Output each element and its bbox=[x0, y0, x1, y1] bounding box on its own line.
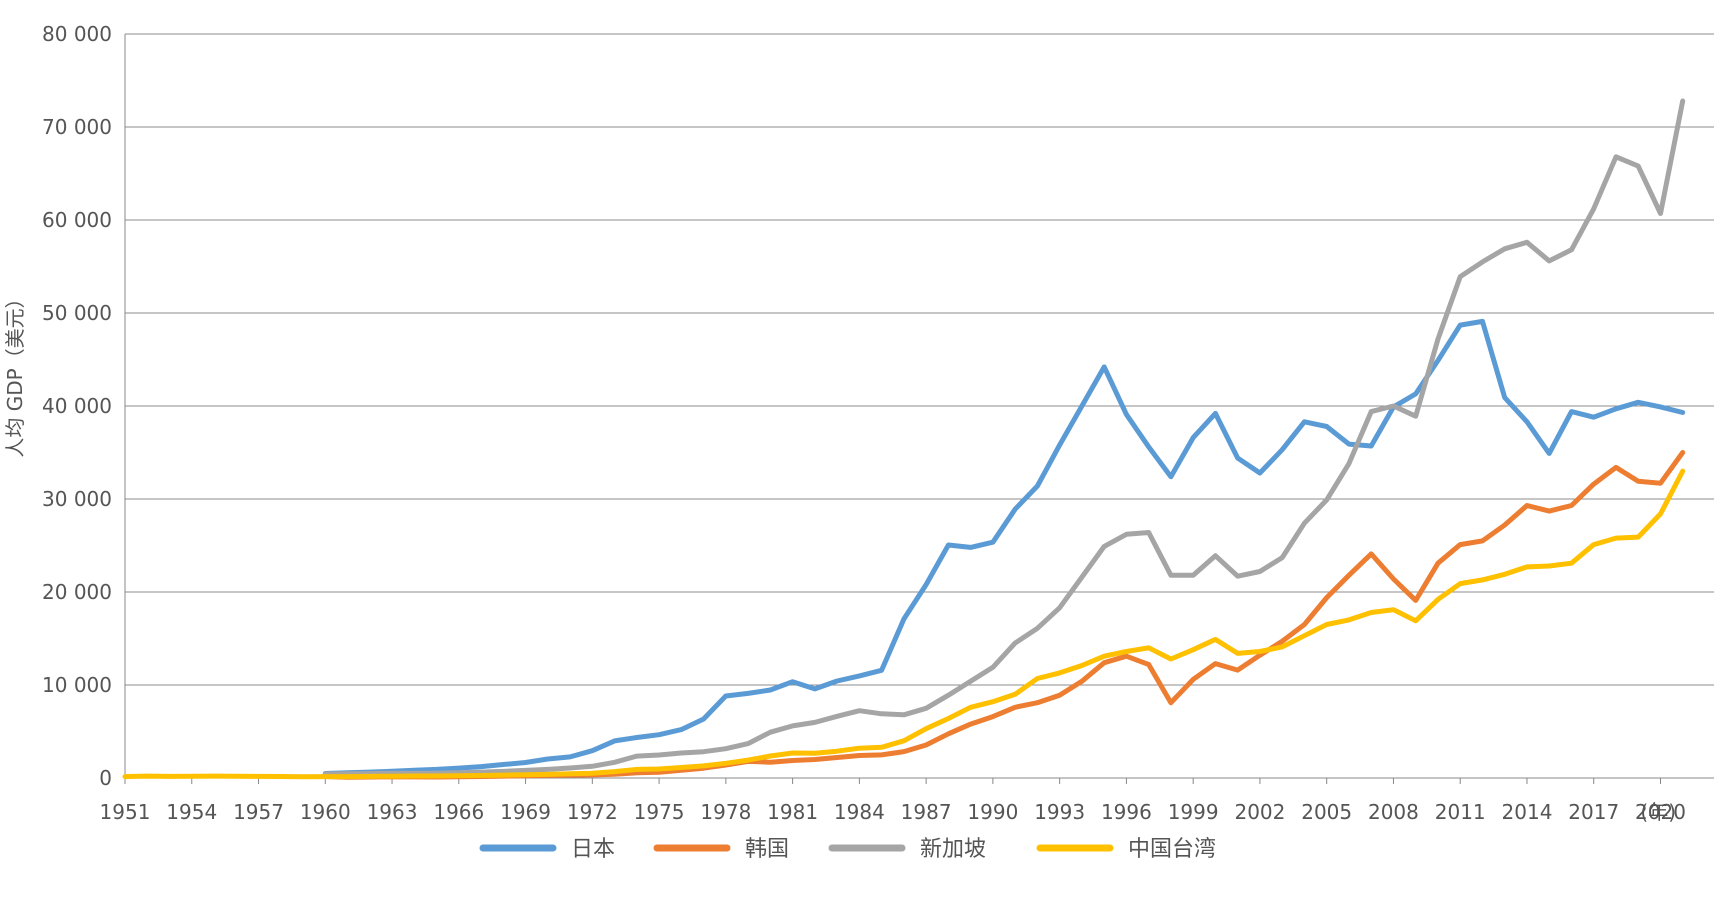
y-tick-label: 40 000 bbox=[42, 394, 112, 418]
legend-label: 中国台湾 bbox=[1128, 837, 1216, 862]
x-tick-label: 1987 bbox=[901, 800, 952, 824]
x-tick-label: 1984 bbox=[834, 800, 885, 824]
y-tick-label: 0 bbox=[99, 766, 112, 790]
data-series bbox=[122, 98, 1686, 780]
x-tick-label: 1957 bbox=[233, 800, 284, 824]
x-axis-unit-label: (年) bbox=[1640, 800, 1676, 824]
x-tick-label: 1951 bbox=[100, 800, 151, 824]
x-tick-label: 2005 bbox=[1301, 800, 1352, 824]
y-tick-label: 70 000 bbox=[42, 115, 112, 139]
x-tick-label: 1981 bbox=[767, 800, 818, 824]
legend-item: 中国台湾 bbox=[1036, 837, 1216, 862]
x-tick-label: 2020 bbox=[1635, 800, 1686, 824]
x-tick-label: 1960 bbox=[300, 800, 351, 824]
x-tick-label: 1990 bbox=[967, 800, 1018, 824]
x-tick-label: 1993 bbox=[1034, 800, 1085, 824]
x-tick-label: 1996 bbox=[1101, 800, 1152, 824]
legend-item: 日本 bbox=[479, 837, 615, 862]
x-tick-label: 2014 bbox=[1502, 800, 1553, 824]
x-tick-label: 1972 bbox=[567, 800, 618, 824]
legend-label: 日本 bbox=[571, 837, 615, 862]
series-line-3 bbox=[322, 98, 1686, 777]
x-tick-label: 2002 bbox=[1234, 800, 1285, 824]
y-tick-label: 20 000 bbox=[42, 580, 112, 604]
y-tick-label: 60 000 bbox=[42, 208, 112, 232]
y-tick-label: 30 000 bbox=[42, 487, 112, 511]
x-tick-label: 1975 bbox=[634, 800, 685, 824]
series-line-2 bbox=[322, 450, 1686, 780]
x-tick-label: 1963 bbox=[367, 800, 418, 824]
legend-item: 韩国 bbox=[653, 837, 789, 862]
legend-label: 新加坡 bbox=[920, 837, 986, 862]
x-tick-label: 2008 bbox=[1368, 800, 1419, 824]
series-line-4 bbox=[122, 468, 1686, 780]
x-tick-label: 1969 bbox=[500, 800, 551, 824]
y-axis-ticks: 0 10 000 20 000 30 000 40 000 50 000 60 000 70 … bbox=[42, 22, 112, 790]
legend-label: 韩国 bbox=[745, 837, 789, 862]
x-tick-label: 1978 bbox=[700, 800, 751, 824]
series-line-1 bbox=[322, 318, 1686, 776]
y-tick-label: 80 000 bbox=[42, 22, 112, 46]
x-tick-label: 1966 bbox=[433, 800, 484, 824]
y-axis-label: 人均 GDP（美元） bbox=[3, 288, 27, 457]
y-tick-label: 50 000 bbox=[42, 301, 112, 325]
legend: 日本 韩国 新加坡 中国台湾 bbox=[479, 837, 1216, 862]
x-tick-label: 1999 bbox=[1168, 800, 1219, 824]
x-tick-label: 1954 bbox=[166, 800, 217, 824]
x-tick-label: 2011 bbox=[1435, 800, 1486, 824]
x-axis-ticks: 1951 1954 1957 1960 1963 1966 1969 1972 1975 1978… bbox=[100, 778, 1686, 824]
x-tick-label: 2017 bbox=[1568, 800, 1619, 824]
y-tick-label: 10 000 bbox=[42, 673, 112, 697]
gridlines bbox=[124, 33, 1714, 779]
legend-item: 新加坡 bbox=[828, 837, 986, 862]
